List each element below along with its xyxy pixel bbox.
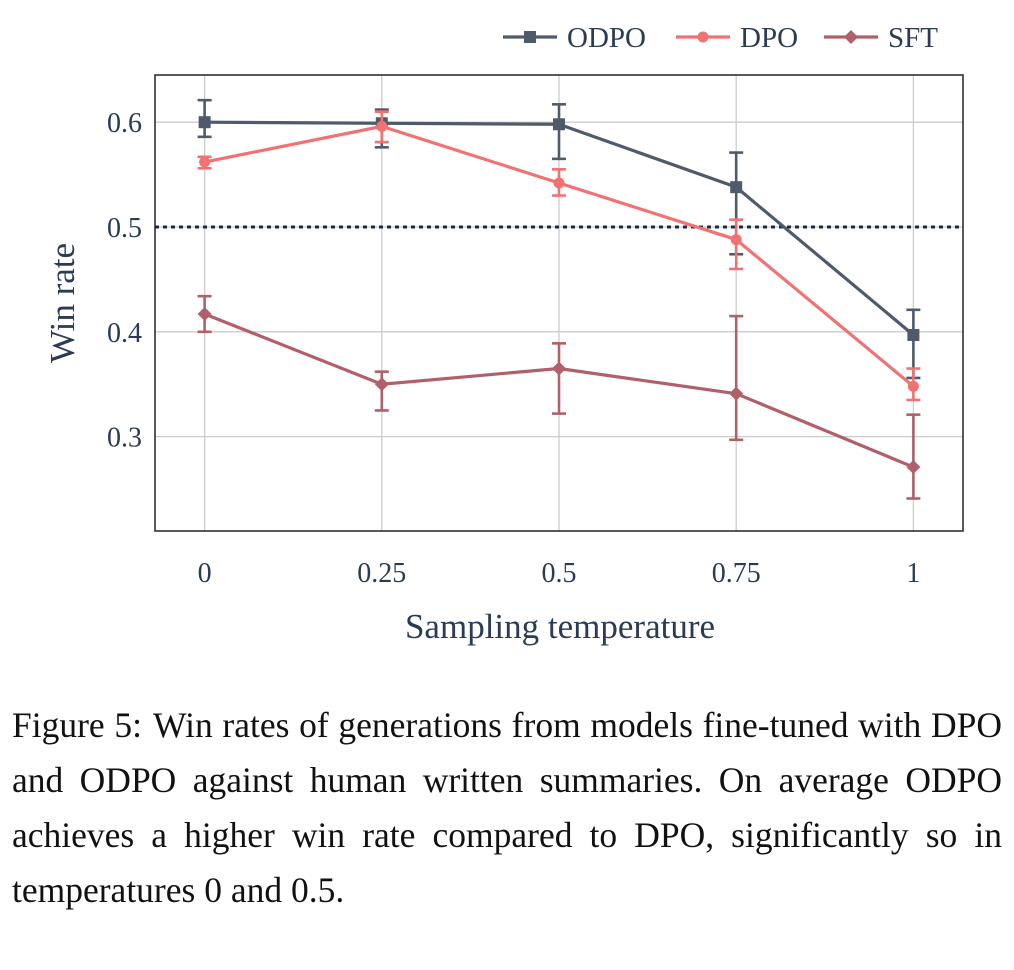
series-dpo — [197, 110, 921, 402]
dpo-point — [730, 234, 742, 246]
series-group — [197, 98, 921, 500]
odpo-point — [730, 181, 743, 194]
y-tick-label: 0.5 — [107, 213, 142, 244]
caption-label: Figure 5: — [12, 705, 142, 745]
y-tick-label: 0.4 — [107, 318, 142, 349]
sft-point — [729, 386, 744, 401]
win-rate-chart: 0 0.25 0.5 0.75 1 0.3 0.4 0.5 0.6 Sampling tempe… — [43, 22, 964, 646]
legend-item-sft: SFT — [824, 22, 938, 54]
sft-point — [197, 307, 212, 322]
legend: ODPO DPO SFT — [503, 22, 938, 54]
y-tick-label: 0.6 — [107, 108, 142, 139]
legend-label-sft: SFT — [888, 22, 938, 54]
legend-marker-odpo — [524, 31, 536, 43]
dpo-point — [907, 380, 919, 392]
dpo-point — [553, 177, 565, 189]
odpo-point — [907, 328, 920, 341]
dpo-point — [376, 120, 388, 132]
legend-item-odpo: ODPO — [503, 22, 646, 54]
x-tick-label: 0.75 — [712, 558, 761, 589]
sft-point — [906, 460, 921, 475]
dpo-point — [199, 156, 211, 168]
odpo-point — [553, 118, 565, 131]
x-tick-label: 0.5 — [542, 558, 577, 589]
legend-marker-dpo — [697, 31, 709, 43]
tick-labels: 0 0.25 0.5 0.75 1 0.3 0.4 0.5 0.6 — [107, 108, 920, 589]
x-axis-label: Sampling temperature — [405, 607, 715, 646]
x-tick-label: 0 — [198, 558, 212, 589]
x-tick-label: 0.25 — [357, 558, 406, 589]
series-sft — [197, 294, 921, 500]
y-axis-label: Win rate — [43, 243, 82, 363]
sft-point — [552, 361, 566, 376]
plot-frame — [154, 74, 964, 532]
legend-item-dpo: DPO — [676, 22, 798, 54]
x-tick-label: 1 — [906, 558, 920, 589]
y-tick-label: 0.3 — [107, 423, 142, 454]
legend-label-dpo: DPO — [740, 22, 798, 54]
sft-point — [374, 377, 389, 392]
legend-marker-sft — [844, 30, 858, 44]
odpo-point — [198, 116, 211, 129]
legend-label-odpo: ODPO — [567, 22, 646, 54]
figure-caption: Figure 5: Win rates of generations from … — [12, 698, 1002, 918]
caption-text: Win rates of generations from models fin… — [12, 705, 1002, 910]
